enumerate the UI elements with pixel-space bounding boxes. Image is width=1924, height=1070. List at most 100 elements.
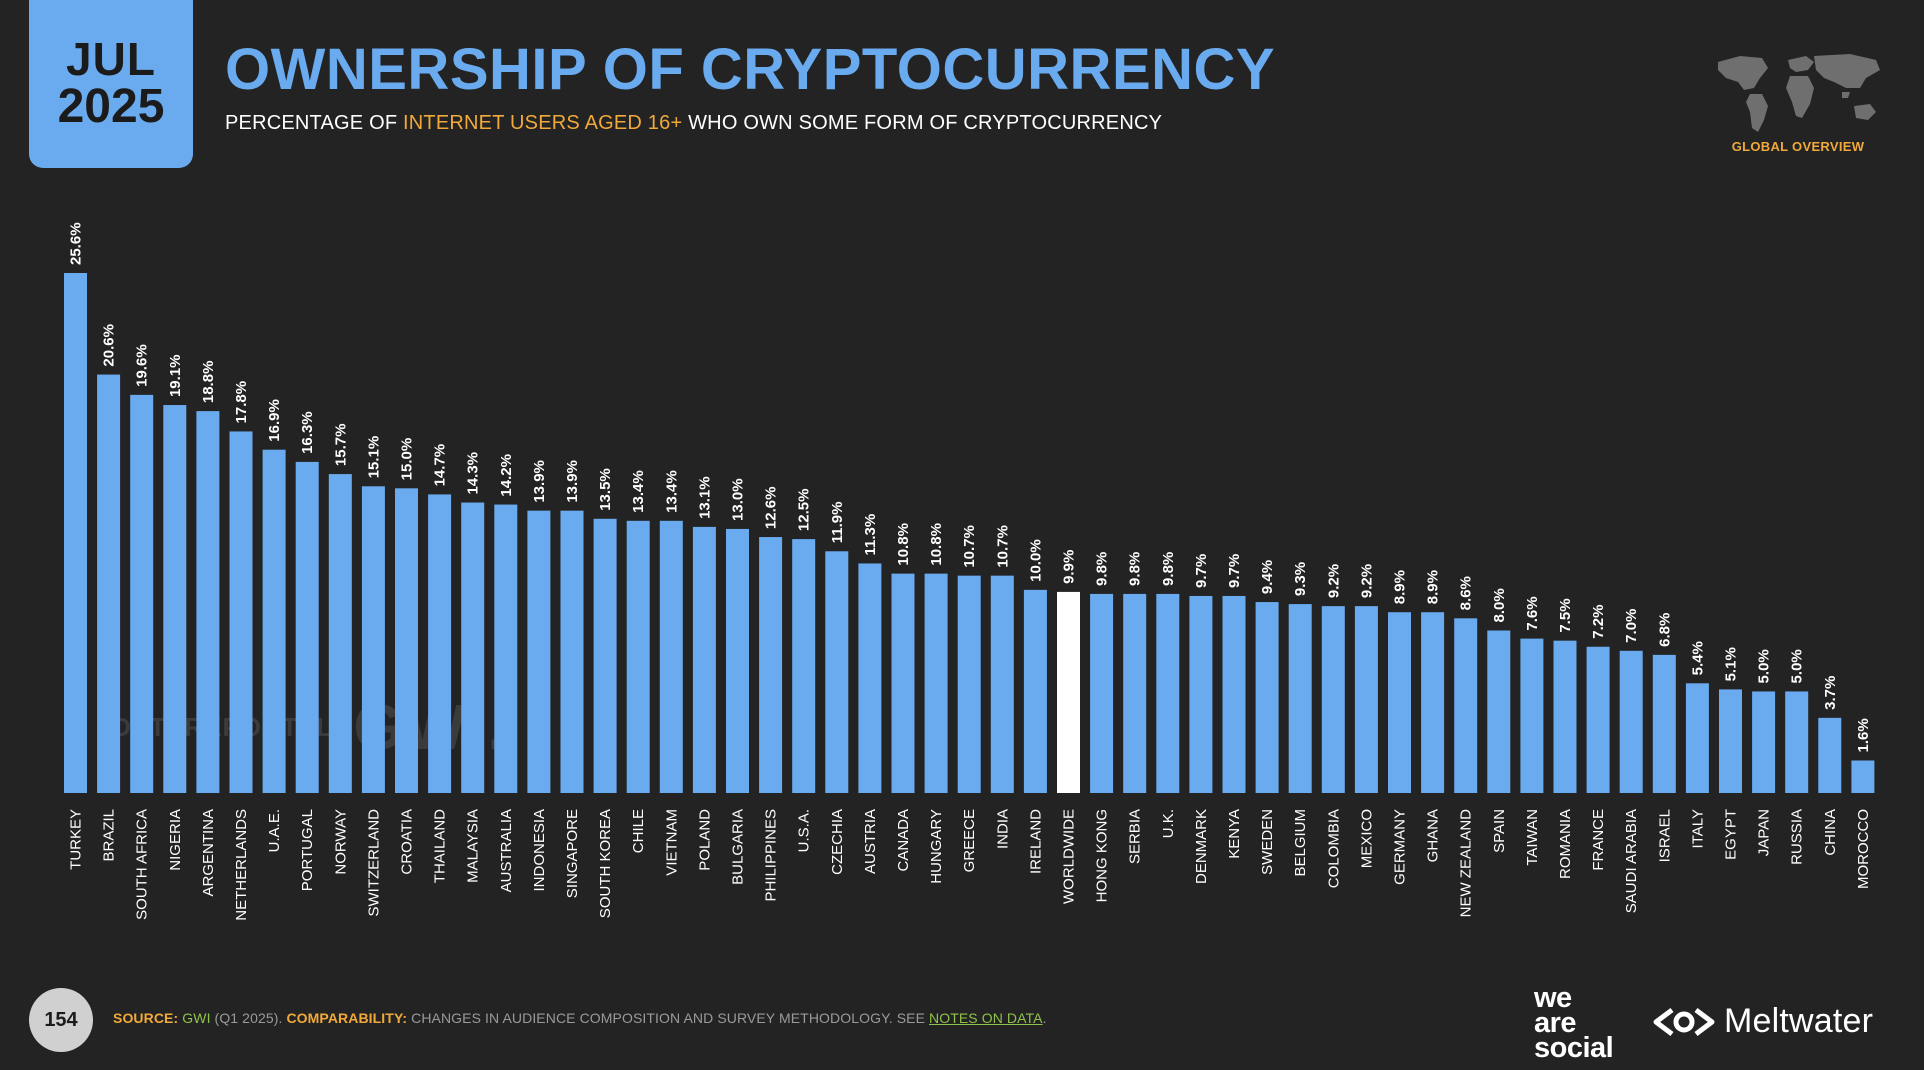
bar-thailand bbox=[428, 494, 452, 793]
bar-france bbox=[1586, 646, 1610, 793]
comparability-label: COMPARABILITY: bbox=[286, 1010, 408, 1026]
category-label: GREECE bbox=[961, 809, 978, 872]
value-label: 11.3% bbox=[862, 514, 879, 556]
bar-egypt bbox=[1719, 689, 1742, 793]
value-label: 7.2% bbox=[1590, 605, 1607, 639]
bar-croatia bbox=[395, 488, 418, 793]
category-label: BRAZIL bbox=[101, 809, 118, 862]
source-line: SOURCE: GWI (Q1 2025). COMPARABILITY: CH… bbox=[113, 1010, 1047, 1026]
bar-australia bbox=[494, 504, 518, 793]
bar-hungary bbox=[924, 573, 948, 793]
category-label: ARGENTINA bbox=[200, 809, 217, 897]
value-label: 25.6% bbox=[68, 222, 85, 265]
value-label: 3.7% bbox=[1822, 676, 1839, 710]
category-label: POLAND bbox=[696, 809, 713, 871]
category-label: U.K. bbox=[1160, 809, 1177, 838]
bar-philippines bbox=[759, 537, 783, 793]
date-badge: JUL 2025 bbox=[29, 0, 193, 168]
bar-u-s-a bbox=[792, 539, 816, 793]
bar-mexico bbox=[1354, 606, 1378, 793]
value-label: 17.8% bbox=[233, 381, 250, 424]
category-label: JAPAN bbox=[1756, 809, 1773, 856]
value-label: 16.9% bbox=[266, 399, 283, 442]
bar-spain bbox=[1487, 630, 1511, 793]
value-label: 10.8% bbox=[928, 523, 945, 566]
category-label: VIETNAM bbox=[663, 809, 680, 876]
category-label: FRANCE bbox=[1590, 809, 1607, 871]
bar-japan bbox=[1752, 691, 1776, 793]
bar-canada bbox=[891, 573, 915, 793]
notes-on-data-link[interactable]: NOTES ON DATA bbox=[929, 1010, 1043, 1026]
value-label: 5.0% bbox=[1756, 649, 1773, 683]
category-label: RUSSIA bbox=[1789, 809, 1806, 865]
category-label: KENYA bbox=[1226, 809, 1243, 859]
value-label: 8.9% bbox=[1392, 570, 1409, 604]
page-subtitle: PERCENTAGE OF INTERNET USERS AGED 16+ WH… bbox=[225, 112, 1162, 135]
bar-china bbox=[1818, 717, 1842, 793]
bar-singapore bbox=[560, 510, 584, 793]
source-detail: (Q1 2025). bbox=[210, 1010, 287, 1026]
bars-layer bbox=[64, 273, 1875, 793]
category-labels-layer: TURKEY BRAZIL SOUTH AFRICA NIGERIA ARGENTINA… bbox=[68, 809, 1872, 921]
value-label: 13.4% bbox=[630, 470, 647, 513]
category-label: SINGAPORE bbox=[564, 809, 581, 898]
value-label: 9.3% bbox=[1292, 562, 1309, 596]
category-label: NETHERLANDS bbox=[233, 809, 250, 921]
bar-serbia bbox=[1123, 593, 1147, 793]
value-label: 15.1% bbox=[365, 436, 382, 479]
bar-indonesia bbox=[527, 510, 551, 793]
category-label: MOROCCO bbox=[1855, 809, 1872, 889]
value-label: 10.8% bbox=[895, 523, 912, 566]
bar-vietnam bbox=[659, 520, 683, 793]
value-label: 1.6% bbox=[1855, 718, 1872, 752]
bar-kenya bbox=[1222, 595, 1246, 793]
category-label: INDIA bbox=[994, 809, 1011, 849]
category-label: NORWAY bbox=[332, 809, 349, 875]
notes-end: . bbox=[1042, 1010, 1047, 1026]
value-label: 9.9% bbox=[1061, 550, 1078, 584]
bar-worldwide bbox=[1057, 591, 1080, 793]
value-label: 14.7% bbox=[432, 444, 449, 487]
value-label: 9.2% bbox=[1358, 564, 1375, 598]
bar-nigeria bbox=[163, 405, 187, 793]
bar-greece bbox=[957, 575, 981, 793]
world-map-icon bbox=[1718, 54, 1880, 132]
bar-ghana bbox=[1421, 612, 1445, 793]
value-label: 9.8% bbox=[1160, 552, 1177, 586]
bar-norway bbox=[328, 474, 352, 793]
value-label: 16.3% bbox=[299, 411, 316, 454]
bar-taiwan bbox=[1520, 638, 1544, 793]
category-label: SWITZERLAND bbox=[365, 809, 382, 917]
category-label: SPAIN bbox=[1491, 809, 1508, 853]
date-year: 2025 bbox=[57, 79, 165, 133]
value-label: 13.4% bbox=[663, 470, 680, 513]
date-month: JUL bbox=[66, 33, 156, 86]
category-label: AUSTRALIA bbox=[498, 809, 515, 892]
bar-argentina bbox=[196, 411, 220, 793]
value-label: 14.2% bbox=[498, 454, 515, 497]
category-label: GHANA bbox=[1425, 809, 1442, 862]
comparability-text: CHANGES IN AUDIENCE COMPOSITION AND SURV… bbox=[407, 1010, 930, 1026]
bar-brazil bbox=[97, 374, 121, 793]
category-label: CROATIA bbox=[399, 809, 416, 875]
value-label: 19.6% bbox=[134, 344, 151, 387]
value-label: 10.0% bbox=[1027, 539, 1044, 582]
value-label: 18.8% bbox=[200, 361, 217, 404]
bar-belgium bbox=[1288, 604, 1312, 793]
value-label: 13.1% bbox=[696, 476, 713, 519]
source-name: GWI bbox=[182, 1010, 211, 1026]
category-label: MALAYSIA bbox=[465, 809, 482, 883]
bar-czechia bbox=[825, 551, 849, 793]
category-label: ISRAEL bbox=[1656, 809, 1673, 862]
bar-italy bbox=[1685, 683, 1709, 793]
value-label: 5.0% bbox=[1789, 649, 1806, 683]
section-label: GLOBAL OVERVIEW bbox=[1731, 139, 1865, 154]
bar-russia bbox=[1785, 691, 1809, 793]
bar-denmark bbox=[1189, 595, 1213, 793]
value-label: 11.9% bbox=[829, 502, 846, 544]
category-label: NEW ZEALAND bbox=[1458, 809, 1475, 918]
bar-turkey bbox=[64, 273, 87, 793]
bar-poland bbox=[692, 526, 716, 793]
value-label: 20.6% bbox=[101, 324, 118, 367]
bar-chile bbox=[626, 520, 650, 793]
